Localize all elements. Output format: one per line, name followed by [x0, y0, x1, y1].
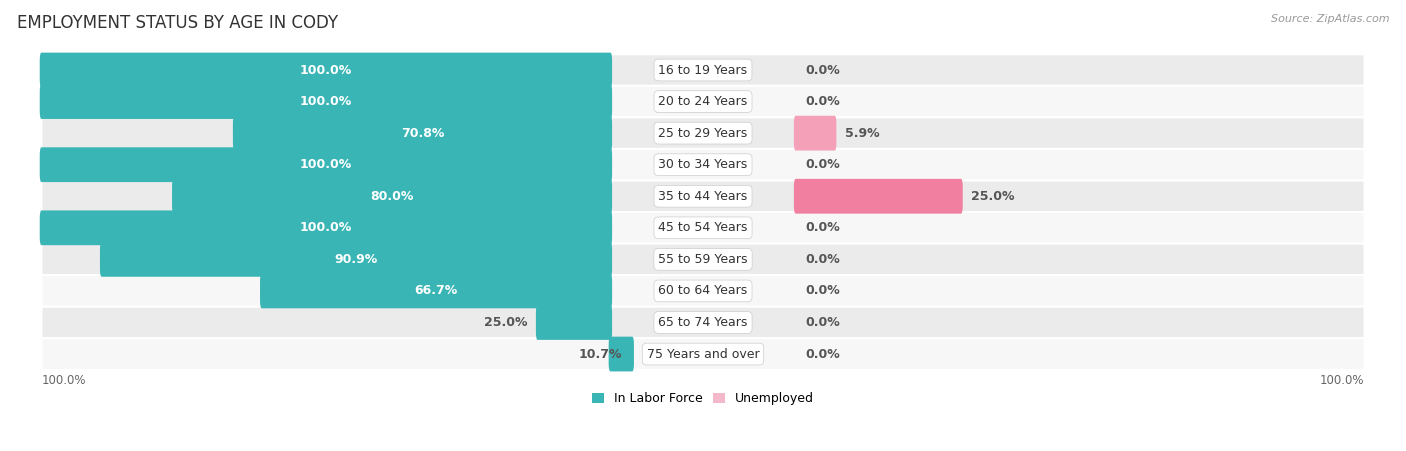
- FancyBboxPatch shape: [41, 86, 1365, 117]
- Text: 0.0%: 0.0%: [806, 253, 841, 266]
- Text: Source: ZipAtlas.com: Source: ZipAtlas.com: [1271, 14, 1389, 23]
- Text: 25.0%: 25.0%: [972, 190, 1014, 203]
- Text: 70.8%: 70.8%: [401, 127, 444, 140]
- FancyBboxPatch shape: [39, 84, 612, 119]
- FancyBboxPatch shape: [41, 54, 1365, 86]
- Text: 100.0%: 100.0%: [299, 64, 352, 77]
- Text: 100.0%: 100.0%: [1320, 373, 1365, 387]
- Text: 55 to 59 Years: 55 to 59 Years: [658, 253, 748, 266]
- Text: 35 to 44 Years: 35 to 44 Years: [658, 190, 748, 203]
- Text: 5.9%: 5.9%: [845, 127, 879, 140]
- FancyBboxPatch shape: [41, 338, 1365, 370]
- FancyBboxPatch shape: [100, 242, 612, 277]
- Text: 30 to 34 Years: 30 to 34 Years: [658, 158, 748, 171]
- FancyBboxPatch shape: [41, 307, 1365, 338]
- Text: 16 to 19 Years: 16 to 19 Years: [658, 64, 748, 77]
- Text: 20 to 24 Years: 20 to 24 Years: [658, 95, 748, 108]
- Text: 80.0%: 80.0%: [370, 190, 413, 203]
- Text: 100.0%: 100.0%: [41, 373, 86, 387]
- FancyBboxPatch shape: [233, 116, 612, 151]
- FancyBboxPatch shape: [41, 117, 1365, 149]
- Text: 0.0%: 0.0%: [806, 64, 841, 77]
- Text: 0.0%: 0.0%: [806, 221, 841, 235]
- Text: 66.7%: 66.7%: [415, 285, 458, 297]
- FancyBboxPatch shape: [41, 149, 1365, 180]
- Text: 100.0%: 100.0%: [299, 158, 352, 171]
- Text: 60 to 64 Years: 60 to 64 Years: [658, 285, 748, 297]
- Text: 90.9%: 90.9%: [335, 253, 378, 266]
- FancyBboxPatch shape: [41, 275, 1365, 307]
- FancyBboxPatch shape: [41, 244, 1365, 275]
- Text: EMPLOYMENT STATUS BY AGE IN CODY: EMPLOYMENT STATUS BY AGE IN CODY: [17, 14, 337, 32]
- Text: 75 Years and over: 75 Years and over: [647, 348, 759, 360]
- FancyBboxPatch shape: [39, 147, 612, 182]
- Text: 25 to 29 Years: 25 to 29 Years: [658, 127, 748, 140]
- Text: 100.0%: 100.0%: [299, 221, 352, 235]
- FancyBboxPatch shape: [794, 116, 837, 151]
- Text: 65 to 74 Years: 65 to 74 Years: [658, 316, 748, 329]
- FancyBboxPatch shape: [536, 305, 612, 340]
- Text: 45 to 54 Years: 45 to 54 Years: [658, 221, 748, 235]
- FancyBboxPatch shape: [39, 211, 612, 245]
- Text: 0.0%: 0.0%: [806, 316, 841, 329]
- FancyBboxPatch shape: [172, 179, 612, 214]
- FancyBboxPatch shape: [260, 274, 612, 308]
- FancyBboxPatch shape: [794, 179, 963, 214]
- Text: 10.7%: 10.7%: [579, 348, 623, 360]
- Text: 100.0%: 100.0%: [299, 95, 352, 108]
- Text: 0.0%: 0.0%: [806, 285, 841, 297]
- FancyBboxPatch shape: [41, 212, 1365, 244]
- FancyBboxPatch shape: [39, 53, 612, 87]
- FancyBboxPatch shape: [41, 180, 1365, 212]
- Text: 0.0%: 0.0%: [806, 348, 841, 360]
- Text: 25.0%: 25.0%: [484, 316, 527, 329]
- FancyBboxPatch shape: [609, 336, 634, 372]
- Legend: In Labor Force, Unemployed: In Labor Force, Unemployed: [586, 387, 820, 410]
- Text: 0.0%: 0.0%: [806, 158, 841, 171]
- Text: 0.0%: 0.0%: [806, 95, 841, 108]
